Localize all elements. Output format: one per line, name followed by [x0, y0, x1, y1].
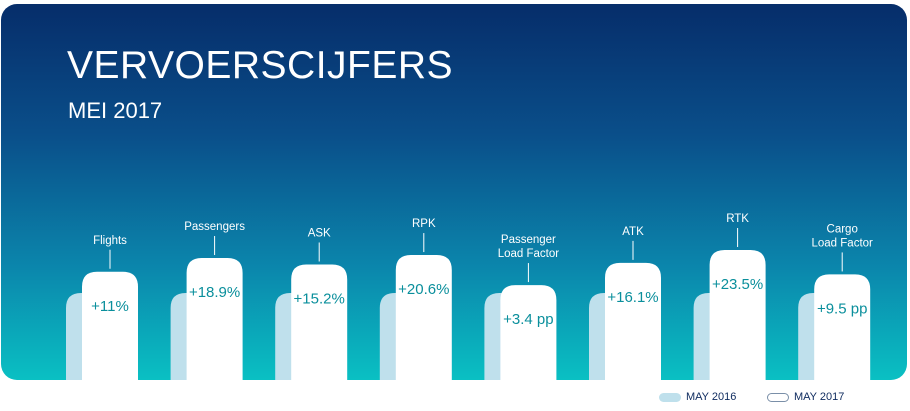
page-subtitle: MEI 2017: [68, 98, 163, 123]
bar-may-2017-passengers: [186, 258, 243, 380]
legend-swatch-may-2017: [767, 392, 789, 402]
value-label-ask: +15.2%: [294, 290, 345, 307]
value-label-rtk: +23.5%: [712, 276, 763, 293]
legend-swatch-may-2016: [659, 392, 681, 402]
bar-may-2017-rtk: [709, 250, 766, 380]
category-label-atk: ATK: [622, 226, 644, 238]
value-label-passenger-load-factor: +3.4 pp: [503, 311, 553, 328]
value-label-flights: +11%: [91, 298, 129, 315]
bar-may-2017-cargo-load-factor: [814, 274, 871, 380]
category-label-flights: Flights: [93, 235, 127, 247]
legend-item-may-2016: MAY 2016: [659, 388, 736, 406]
legend-label-may-2017: MAY 2017: [794, 391, 845, 403]
category-label-rpk: RPK: [412, 218, 436, 230]
bar-may-2017-rpk: [395, 255, 452, 380]
bar-may-2017-passenger-load-factor: [500, 285, 557, 380]
legend-item-may-2017: MAY 2017: [767, 388, 844, 406]
category-label-passengers: Passengers: [184, 221, 245, 233]
bar-may-2017-ask: [291, 264, 348, 380]
bar-may-2017-atk: [605, 262, 661, 380]
page-title: VERVOERSCIJFERS: [67, 44, 454, 87]
value-label-atk: +16.1%: [607, 289, 658, 306]
category-label-passenger-load-factor: Passenger Load Factor: [498, 234, 560, 260]
legend-label-may-2016: MAY 2016: [686, 391, 737, 403]
category-label-rtk: RTK: [726, 213, 749, 225]
category-label-ask: ASK: [308, 227, 331, 239]
category-label-cargo-load-factor: Cargo Load Factor: [812, 223, 874, 249]
value-label-rpk: +20.6%: [398, 281, 449, 298]
bar-may-2017-flights: [82, 271, 138, 380]
value-label-cargo-load-factor: +9.5 pp: [817, 300, 867, 317]
chart-panel: VERVOERSCIJFERS MEI 2017: [1, 4, 907, 380]
value-label-passengers: +18.9%: [189, 284, 240, 301]
